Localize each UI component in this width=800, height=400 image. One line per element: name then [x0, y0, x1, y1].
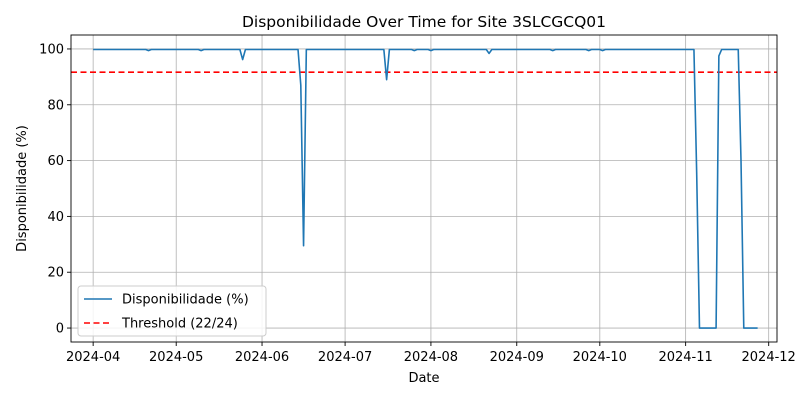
- disponibilidade-series-line: [93, 48, 758, 329]
- axis-ticks: 2024-04 2024-05 2024-06 2024-07 2024-08 2024-…: [39, 42, 796, 365]
- y-tick-label-3: 60: [47, 154, 64, 169]
- y-tick-label-0: 0: [56, 322, 64, 337]
- y-tick-label-2: 40: [47, 210, 64, 225]
- series-layer: [93, 48, 758, 329]
- x-tick-label-6: 2024-10: [573, 350, 627, 365]
- y-tick-label-4: 80: [47, 98, 64, 113]
- legend-label-disponibilidade: Disponibilidade (%): [122, 293, 249, 308]
- x-axis-label: Date: [408, 371, 439, 386]
- x-tick-label-5: 2024-09: [490, 350, 544, 365]
- x-tick-label-8: 2024-12: [742, 350, 796, 365]
- x-tick-label-2: 2024-06: [235, 350, 289, 365]
- legend-label-threshold: Threshold (22/24): [121, 317, 238, 332]
- chart-title: Disponibilidade Over Time for Site 3SLCG…: [242, 13, 606, 31]
- legend: Disponibilidade (%) Threshold (22/24): [77, 285, 267, 337]
- x-tick-label-7: 2024-11: [658, 350, 712, 365]
- x-tick-label-3: 2024-07: [318, 350, 372, 365]
- x-tick-label-4: 2024-08: [404, 350, 458, 365]
- y-axis-label: Disponibilidade (%): [15, 125, 30, 252]
- plot-frame: [70, 34, 778, 343]
- y-tick-label-1: 20: [47, 266, 64, 281]
- x-tick-label-0: 2024-04: [66, 350, 120, 365]
- x-tick-label-1: 2024-05: [149, 350, 203, 365]
- grid-lines: [71, 35, 777, 342]
- y-tick-label-5: 100: [39, 42, 64, 57]
- legend-box: [77, 285, 267, 337]
